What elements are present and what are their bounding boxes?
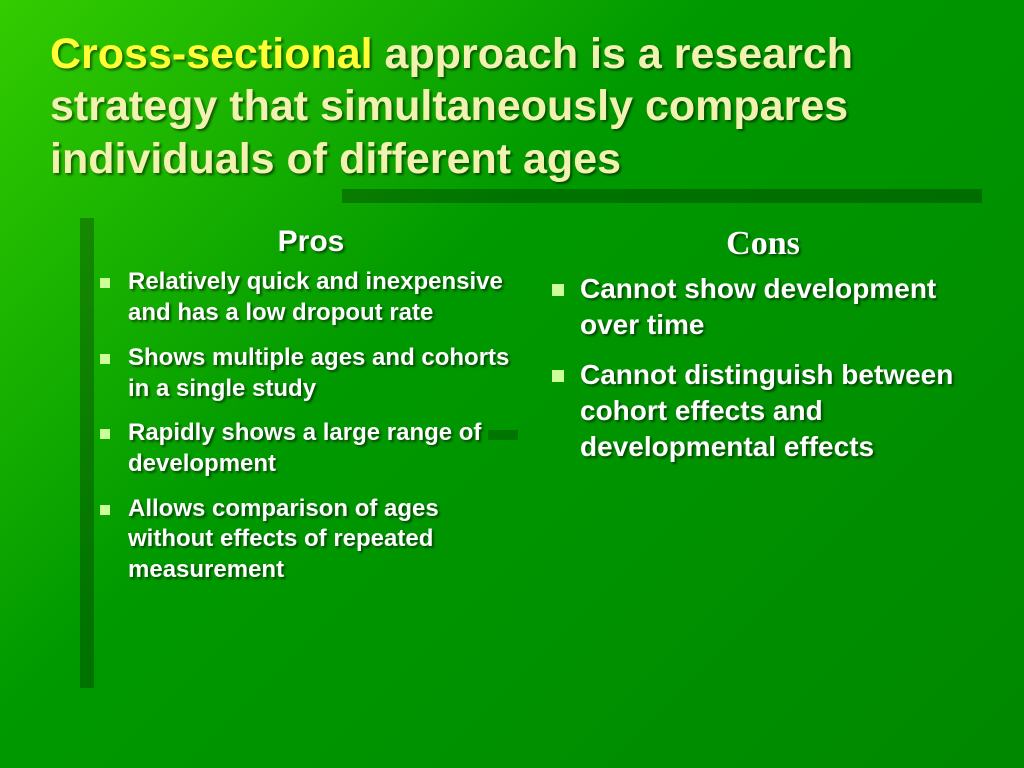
cons-heading: Cons (552, 225, 974, 263)
item-text: Cannot distinguish between cohort effect… (580, 359, 953, 462)
list-item: Cannot show development over time (552, 271, 974, 343)
item-text: Rapidly shows a large range of developme… (128, 419, 481, 477)
square-bullet-icon (100, 278, 110, 288)
item-text: Shows multiple ages and cohorts in a sin… (128, 344, 509, 402)
list-item: Allows comparison of ages without effect… (100, 494, 522, 586)
pros-list: Relatively quick and inexpensive and has… (100, 267, 522, 585)
title-highlight-word: Cross-sectional (50, 30, 373, 78)
pros-heading: Pros (100, 225, 522, 259)
title-block: Cross-sectional approach is a research s… (50, 28, 974, 185)
pros-column: Pros Relatively quick and inexpensive an… (100, 225, 522, 599)
square-bullet-icon (100, 505, 110, 515)
list-item: Rapidly shows a large range of developme… (100, 418, 522, 479)
list-item: Relatively quick and inexpensive and has… (100, 267, 522, 328)
item-text: Relatively quick and inexpensive and has… (128, 268, 503, 326)
item-text: Allows comparison of ages without effect… (128, 495, 439, 583)
cons-list: Cannot show development over time Cannot… (552, 271, 974, 464)
slide-title: Cross-sectional approach is a research s… (50, 28, 974, 185)
cons-column: Cons Cannot show development over time C… (552, 225, 974, 599)
slide-container: Cross-sectional approach is a research s… (0, 0, 1024, 640)
list-item: Shows multiple ages and cohorts in a sin… (100, 343, 522, 404)
list-item: Cannot distinguish between cohort effect… (552, 357, 974, 464)
decorative-vertical-shadow (80, 218, 94, 688)
two-column-layout: Pros Relatively quick and inexpensive an… (100, 225, 974, 599)
square-bullet-icon (100, 354, 110, 364)
decorative-title-shadow (342, 189, 982, 203)
square-bullet-icon (552, 370, 564, 382)
square-bullet-icon (552, 284, 564, 296)
square-bullet-icon (100, 429, 110, 439)
item-text: Cannot show development over time (580, 273, 936, 340)
decorative-mid-shadow (488, 430, 518, 440)
